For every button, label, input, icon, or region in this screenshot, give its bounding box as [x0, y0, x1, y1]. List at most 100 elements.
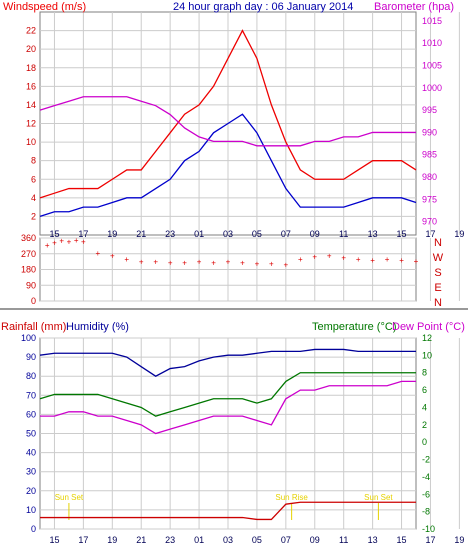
temperature-tick-label: -4	[422, 472, 430, 482]
direction-point: +	[59, 237, 64, 246]
barometer-tick-label: 1005	[422, 61, 442, 71]
chart-title: 24 hour graph day : 06 January 2014	[173, 1, 353, 13]
barometer-tick-label: 970	[422, 217, 437, 227]
temperature-tick-label: 6	[422, 385, 427, 395]
barometer-tick-label: 985	[422, 150, 437, 160]
dewpoint-line	[40, 380, 416, 435]
direction-tick-label: 360	[21, 233, 36, 243]
time-tick-label: 17	[425, 535, 435, 545]
time-tick-label: 13	[368, 535, 378, 545]
time-tick-label: 09	[310, 535, 320, 545]
temperature-axis-label: Temperature (°C)	[312, 321, 396, 333]
direction-tick-label: 90	[26, 280, 36, 290]
direction-point: +	[414, 257, 419, 266]
barometer-tick-label: 990	[422, 127, 437, 137]
barometer-tick-label: 1000	[422, 83, 442, 93]
temperature-tick-label: 2	[422, 420, 427, 430]
time-tick-label: 19	[107, 535, 117, 545]
temperature-tick-label: 12	[422, 333, 432, 343]
time-tick-label: 09	[310, 229, 320, 239]
humidity-tick-label: 90	[26, 352, 36, 362]
direction-point: +	[45, 241, 50, 250]
rainfall-line	[40, 501, 416, 521]
direction-tick-label: 0	[31, 296, 36, 306]
windspeed-tick-label: 14	[26, 100, 36, 110]
direction-point: +	[110, 252, 115, 261]
windspeed-axis-label: Windspeed (m/s)	[3, 1, 86, 13]
time-tick-label: 19	[107, 229, 117, 239]
time-tick-label: 11	[339, 229, 348, 239]
time-tick-label: 11	[339, 535, 348, 545]
direction-point: +	[341, 253, 346, 262]
windspeed-tick-label: 22	[26, 26, 36, 36]
direction-point: +	[356, 255, 361, 264]
barometer-tick-label: 975	[422, 194, 437, 204]
time-tick-label: 17	[425, 229, 435, 239]
direction-point: +	[153, 258, 158, 267]
time-tick-label: 21	[136, 229, 146, 239]
sun-marker-label: Sun Set	[364, 493, 393, 502]
direction-point: +	[269, 259, 274, 268]
humidity-tick-label: 10	[26, 505, 36, 515]
temperature-tick-label: -2	[422, 455, 430, 465]
humidity-tick-label: 100	[21, 333, 36, 343]
temperature-tick-label: -8	[422, 507, 430, 517]
direction-point: +	[385, 255, 390, 264]
windspeed-tick-label: 10	[26, 137, 36, 147]
barometer-axis-ticks: 970 975 980 985 990 995 1000 1005 1010 1015	[422, 16, 442, 227]
temperature-line	[39, 372, 416, 417]
windspeed-tick-label: 20	[26, 44, 36, 54]
direction-point: +	[182, 259, 187, 268]
compass-label: W	[433, 252, 444, 264]
time-tick-label: 15	[49, 229, 59, 239]
time-tick-label: 13	[368, 229, 378, 239]
windspeed-tick-label: 8	[31, 156, 36, 166]
barometer-tick-label: 995	[422, 105, 437, 115]
temperature-tick-label: 4	[422, 402, 427, 412]
rain-humidity-axis-ticks: 0 10 20 30 40 50 60 70 80 90 100	[21, 333, 36, 534]
direction-point: +	[327, 252, 332, 261]
direction-point: +	[124, 255, 129, 264]
temperature-tick-label: 0	[422, 437, 427, 447]
barometer-tick-label: 1015	[422, 16, 442, 26]
humidity-tick-label: 20	[26, 486, 36, 496]
time-tick-label: 17	[78, 229, 88, 239]
time-tick-label: 05	[252, 535, 262, 545]
direction-point: +	[81, 238, 86, 247]
direction-point: +	[399, 256, 404, 265]
time-tick-label: 03	[223, 229, 233, 239]
direction-point: +	[284, 260, 289, 269]
humidity-tick-label: 40	[26, 448, 36, 458]
wind-direction-series: + + + + + ++ + + + + + + + + + + + + ++ + + + + + + + +	[45, 236, 419, 270]
humidity-tick-label: 0	[31, 524, 36, 534]
direction-point: +	[211, 259, 216, 268]
wind-direction-grid	[40, 237, 460, 302]
windspeed-line	[39, 29, 417, 199]
direction-axis-ticks: 360 270 180 90 0	[21, 233, 36, 306]
direction-point: +	[370, 256, 375, 265]
direction-point: +	[74, 236, 79, 245]
direction-point: +	[240, 259, 245, 268]
compass-label: S	[434, 267, 441, 279]
direction-point: +	[298, 255, 303, 264]
time-tick-label: 15	[397, 535, 407, 545]
wind-pressure-time-axis: 1517192123010305070911131517192123	[49, 229, 464, 239]
direction-point: +	[312, 252, 317, 261]
humidity-temperature-series	[39, 348, 416, 521]
barometer-line	[39, 96, 416, 147]
barometer-axis-label: Barometer (hpa)	[374, 1, 454, 13]
time-tick-label: 23	[165, 535, 175, 545]
humidity-temperature-time-axis: 1517192123010305070911131517192123	[49, 535, 464, 545]
time-tick-label: 07	[281, 535, 291, 545]
direction-tick-label: 180	[21, 265, 36, 275]
windspeed-tick-label: 6	[31, 174, 36, 184]
sun-marker-label: Sun Rise	[275, 493, 308, 502]
direction-point: +	[67, 238, 72, 247]
temperature-tick-label: -6	[422, 489, 430, 499]
windspeed-tick-label: 18	[26, 63, 36, 73]
windspeed-tick-label: 16	[26, 81, 36, 91]
direction-tick-label: 270	[21, 249, 36, 259]
